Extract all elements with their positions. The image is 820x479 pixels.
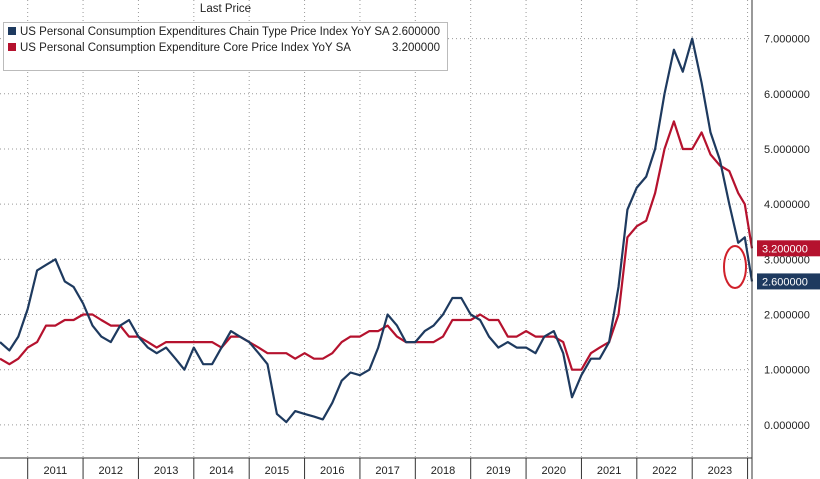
x-tick-label: 2022 xyxy=(652,465,676,477)
y-tick-label: 5.000000 xyxy=(764,144,810,156)
x-tick-label: 2012 xyxy=(99,465,123,477)
series-line-headline xyxy=(0,37,754,424)
legend-value-headline: 2.600000 xyxy=(392,26,440,38)
series-layer xyxy=(0,37,754,424)
legend-label-headline: US Personal Consumption Expenditures Cha… xyxy=(20,26,390,38)
x-tick-label: 2020 xyxy=(542,465,566,477)
x-tick-label: 2015 xyxy=(265,465,289,477)
y-tick-label: 3.000000 xyxy=(764,254,810,266)
x-tick-label: 2017 xyxy=(375,465,399,477)
y-tick-label: 4.000000 xyxy=(764,199,810,211)
last-value-text-core: 3.200000 xyxy=(762,243,808,255)
legend-item-core: US Personal Consumption Expenditure Core… xyxy=(8,42,444,54)
last-value-labels: 3.200000 2.600000 xyxy=(757,240,820,290)
legend-swatch-headline xyxy=(8,27,16,35)
y-tick-label: 1.000000 xyxy=(764,365,810,377)
legend-label-core: US Personal Consumption Expenditure Core… xyxy=(20,42,351,54)
x-tick-label: 2019 xyxy=(486,465,510,477)
x-tick-label: 2021 xyxy=(597,465,621,477)
x-tick-label: 2014 xyxy=(209,465,233,477)
y-tick-label: 6.000000 xyxy=(764,89,810,101)
y-tick-label: 7.000000 xyxy=(764,34,810,46)
x-tick-label: 2013 xyxy=(154,465,178,477)
last-value-badge-headline xyxy=(757,273,820,290)
legend-value-core: 3.200000 xyxy=(392,42,440,54)
legend-item-headline: US Personal Consumption Expenditures Cha… xyxy=(8,26,444,38)
y-tick-label: 0.000000 xyxy=(764,420,810,432)
last-value-text-headline: 2.600000 xyxy=(762,276,808,288)
y-tick-label: 2.000000 xyxy=(764,310,810,322)
legend-title: Last Price xyxy=(199,3,252,15)
legend-swatch-core xyxy=(8,43,16,51)
last-value-badge-core xyxy=(757,240,820,257)
legend: Last Price US Personal Consumption Expen… xyxy=(3,3,448,71)
highlight-circle xyxy=(723,245,747,289)
x-tick-label: 2023 xyxy=(708,465,732,477)
series-line-core xyxy=(0,120,754,371)
x-tick-label: 2016 xyxy=(320,465,344,477)
x-tick-label: 2011 xyxy=(44,465,68,477)
x-tick-label: 2018 xyxy=(431,465,455,477)
